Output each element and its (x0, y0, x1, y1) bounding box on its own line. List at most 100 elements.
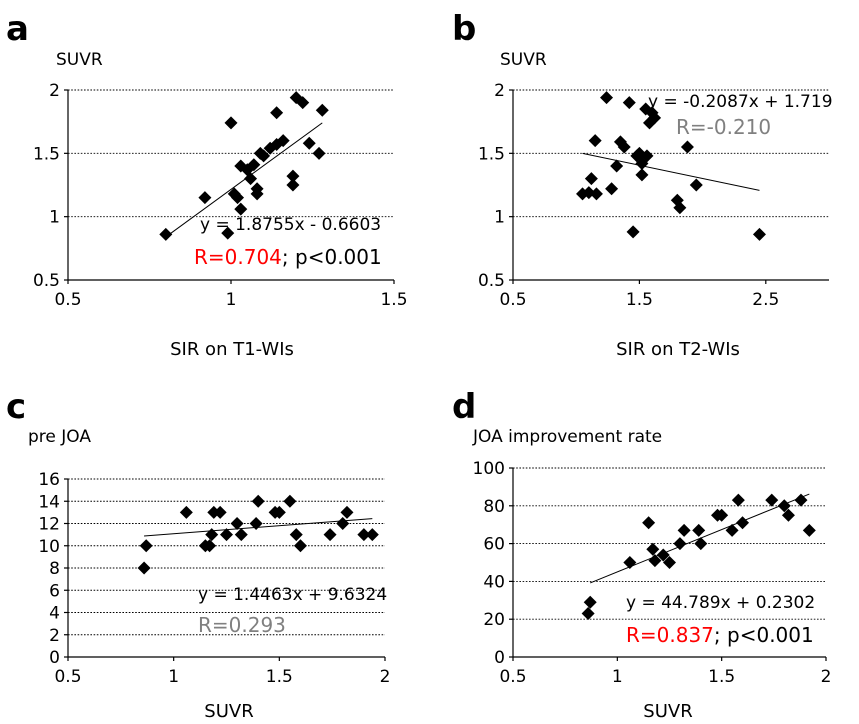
y-tick-label: 40 (483, 572, 505, 592)
data-point (221, 226, 235, 240)
x-tick-label: 1 (612, 667, 623, 687)
data-point (257, 149, 271, 163)
data-point (673, 537, 687, 551)
x-axis-label: SIR on T2-WIs (616, 339, 740, 360)
y-axis-label: pre JOA (28, 427, 91, 447)
data-point (283, 494, 297, 508)
y-tick-label: 80 (483, 497, 505, 517)
data-point (736, 516, 750, 530)
x-tick-label: 0.5 (499, 290, 526, 310)
data-point (357, 528, 371, 542)
p-label: ; p<0.001 (282, 245, 382, 269)
x-tick-label: 2 (821, 667, 832, 687)
data-point (213, 505, 227, 519)
x-tick-label: 2.5 (752, 290, 779, 310)
data-point (293, 539, 307, 553)
r-label: R=0.704 (194, 245, 282, 269)
data-point (715, 508, 729, 522)
y-tick-label: 12 (38, 515, 60, 535)
y-tick-label: 16 (38, 470, 60, 490)
panel-d: d JOA improvement rate SUVR 0 20 40 60 80 100… (452, 387, 831, 722)
x-tick-label: 2 (380, 667, 391, 687)
data-point (581, 607, 595, 621)
x-tick-label: 1.5 (266, 667, 293, 687)
data-point (289, 528, 303, 542)
data-point (272, 505, 286, 519)
data-point (584, 172, 598, 186)
data-point (626, 225, 640, 239)
x-axis-label: SIR on T1-WIs (170, 339, 294, 360)
data-point (286, 169, 300, 183)
r-value: R=0.704; p<0.001 (194, 245, 382, 269)
data-point (765, 493, 779, 507)
data-point (777, 499, 791, 513)
data-point (336, 517, 350, 530)
x-tick-label: 0.5 (54, 667, 81, 687)
data-point (725, 523, 739, 537)
data-point (663, 556, 676, 569)
y-axis-label: SUVR (500, 50, 547, 70)
data-point (340, 505, 354, 519)
x-tick-label: 1 (168, 667, 179, 687)
p-label: ; p<0.001 (714, 623, 814, 647)
y-tick-label: 1 (494, 208, 505, 228)
r-value: R=-0.210 (676, 115, 771, 139)
data-point (605, 182, 619, 196)
panel-a: a SUVR SIR on T1-WIs 0.5 1 1.5 2 0.5 1 1.5 y = … (6, 9, 408, 360)
y-tick-label: 4 (49, 604, 60, 624)
x-tick-label: 0.5 (54, 290, 81, 310)
data-point (230, 517, 244, 530)
data-point (642, 516, 656, 530)
data-point (270, 106, 284, 120)
panel-b: b SUVR SIR on T2-WIs 0.5 1 1.5 2 0.5 1.5 2.5 y … (452, 9, 833, 360)
panel-letter: b (452, 9, 476, 49)
r-label: R=0.293 (198, 613, 286, 637)
panel-letter: c (6, 387, 26, 427)
data-point (137, 561, 151, 575)
data-point (296, 96, 310, 110)
data-point (673, 201, 687, 215)
data-point (794, 493, 808, 507)
y-tick-label: 10 (38, 537, 60, 557)
x-tick-label: 0.5 (499, 667, 526, 687)
x-axis-label: SUVR (204, 701, 253, 722)
data-point (677, 523, 691, 537)
regression-equation: y = 1.8755x - 0.6603 (200, 215, 381, 235)
data-point (251, 494, 265, 508)
y-axis-label: JOA improvement rate (472, 427, 662, 447)
data-point (224, 116, 238, 130)
data-point (622, 96, 636, 110)
x-tick-label: 1.5 (380, 290, 407, 310)
data-point (648, 554, 662, 568)
data-point (689, 178, 703, 192)
y-tick-label: 0.5 (478, 271, 505, 291)
y-tick-label: 20 (483, 610, 505, 630)
data-point (323, 528, 337, 542)
y-tick-label: 1 (49, 208, 60, 228)
data-point (635, 168, 649, 182)
x-tick-label: 1.5 (626, 290, 653, 310)
data-point (302, 136, 316, 150)
data-point (752, 227, 766, 241)
y-tick-label: 2 (49, 81, 60, 101)
data-point (623, 556, 637, 569)
panel-letter: a (6, 9, 29, 49)
y-tick-label: 1.5 (33, 144, 60, 164)
panel-letter: d (452, 387, 476, 427)
trend-line (165, 122, 323, 238)
r-value: R=0.293 (198, 613, 286, 637)
data-point (640, 149, 654, 163)
data-point (312, 146, 326, 160)
data-point (234, 202, 248, 216)
data-point (648, 111, 662, 125)
y-tick-label: 1.5 (478, 144, 505, 164)
data-point (159, 227, 173, 241)
data-point (231, 191, 245, 205)
y-tick-label: 0.5 (33, 271, 60, 291)
data-point (617, 140, 631, 154)
y-tick-label: 14 (38, 492, 60, 512)
y-tick-label: 8 (49, 559, 60, 579)
trend-line (582, 152, 760, 191)
